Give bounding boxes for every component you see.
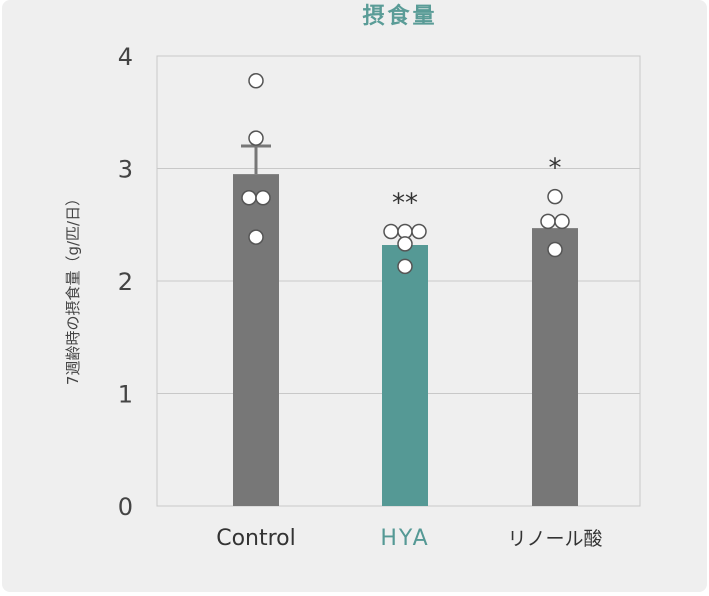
data-point [255,190,271,206]
data-point [383,223,399,240]
chart-title: 摂食量 [362,3,437,29]
data-point [547,188,563,205]
x-category-label: Control [216,526,296,551]
data-point [554,213,570,230]
y-tick-label: 4 [118,43,133,71]
data-point [248,229,264,245]
data-point [248,73,264,89]
data-point [248,130,264,146]
y-tick-label: 3 [118,156,133,184]
bar-2 [532,228,578,506]
y-tick-label: 1 [118,381,133,409]
data-point [411,223,427,240]
data-point [397,236,413,252]
data-point [241,190,257,206]
data-point [540,213,556,230]
x-category-label: HYA [380,526,429,551]
significance-marker: * [549,154,562,184]
y-tick-label: 0 [118,493,133,521]
data-point [397,258,413,275]
x-category-label: リノール酸 [507,528,602,550]
y-axis-label: 7週齢時の摂食量（g/匹/日） [64,191,82,385]
significance-marker: ** [392,189,418,219]
bar-0 [233,174,279,506]
y-tick-label: 2 [118,268,133,296]
data-point [547,241,563,258]
bar-1 [382,245,428,506]
